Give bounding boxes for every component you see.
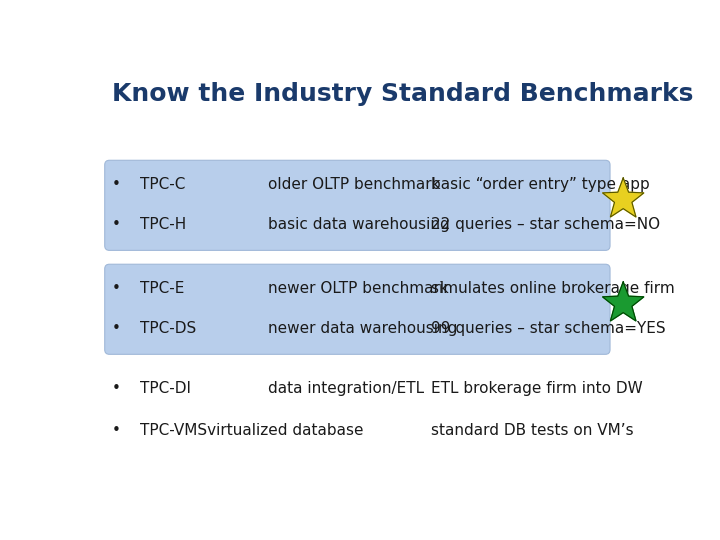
Text: older OLTP benchmark: older OLTP benchmark [269, 177, 441, 192]
Text: •: • [112, 281, 120, 295]
Text: Know the Industry Standard Benchmarks: Know the Industry Standard Benchmarks [112, 82, 693, 106]
Text: simulates online brokerage firm: simulates online brokerage firm [431, 281, 675, 295]
Text: TPC-H: TPC-H [140, 218, 186, 232]
FancyBboxPatch shape [104, 264, 610, 354]
Polygon shape [603, 178, 644, 217]
Text: basic data warehousing: basic data warehousing [269, 218, 450, 232]
Text: newer data warehousing: newer data warehousing [269, 321, 458, 336]
Text: TPC-DI: TPC-DI [140, 381, 192, 396]
Text: standard DB tests on VM’s: standard DB tests on VM’s [431, 423, 634, 438]
Text: •: • [112, 218, 120, 232]
Text: •: • [112, 381, 120, 396]
Text: TPC-DS: TPC-DS [140, 321, 197, 336]
Text: basic “order entry” type app: basic “order entry” type app [431, 177, 649, 192]
Text: •: • [112, 321, 120, 336]
Text: 99 queries – star schema=YES: 99 queries – star schema=YES [431, 321, 665, 336]
Text: •: • [112, 423, 120, 438]
Text: ETL brokerage firm into DW: ETL brokerage firm into DW [431, 381, 643, 396]
Text: newer OLTP benchmark: newer OLTP benchmark [269, 281, 449, 295]
Polygon shape [603, 282, 644, 321]
Text: TPC-C: TPC-C [140, 177, 186, 192]
Text: 22 queries – star schema=NO: 22 queries – star schema=NO [431, 218, 660, 232]
Text: data integration/ETL: data integration/ETL [269, 381, 424, 396]
Text: TPC-E: TPC-E [140, 281, 185, 295]
FancyBboxPatch shape [104, 160, 610, 251]
Text: •: • [112, 177, 120, 192]
Text: TPC-VMSvirtualized database: TPC-VMSvirtualized database [140, 423, 364, 438]
